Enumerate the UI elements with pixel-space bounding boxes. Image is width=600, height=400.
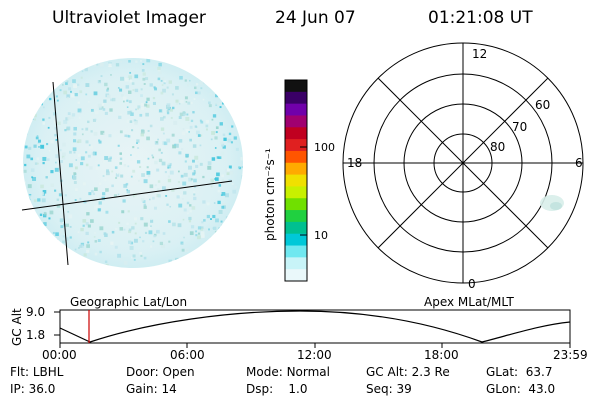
status-gc-alt: GC Alt: 2.3 Re	[366, 365, 450, 379]
timeline-xtick-label-0600: 06:00	[170, 348, 205, 362]
colorbar-segment	[285, 127, 307, 140]
colorbar-label-10: 10	[314, 229, 328, 242]
colorbar-segment	[285, 257, 307, 270]
colorbar-segment	[285, 233, 307, 247]
polar-diagonal-2	[377, 77, 549, 249]
mlat-label-60: 60	[535, 98, 551, 112]
status-seq: Seq: 39	[366, 382, 412, 396]
timeline-left-title: Geographic Lat/Lon	[70, 295, 188, 309]
mlt-label-0: 0	[468, 277, 476, 291]
timeline-ytick-label-1.8: 1.8	[26, 328, 46, 342]
colorbar-segment	[285, 245, 307, 258]
timeline-frame	[59, 309, 571, 344]
timeline-right-title: Apex MLat/MLT	[424, 295, 514, 309]
colorbar-segment	[285, 150, 307, 164]
status-flt: Flt: LBHL	[10, 365, 64, 379]
colorbar-segment	[285, 115, 307, 128]
timeline-xtick-label-2359: 23:59	[553, 348, 588, 362]
time-label: 01:21:08 UT	[428, 8, 533, 28]
status-door: Door: Open	[126, 365, 195, 379]
colorbar-segment	[285, 269, 307, 282]
colorbar-segment	[285, 186, 307, 199]
status-glon: GLon: 43.0	[486, 382, 556, 396]
mlat-label-70: 70	[512, 120, 528, 134]
mlat-label-80: 80	[490, 140, 506, 154]
colorbar-segment	[285, 198, 307, 211]
mlt-label-6: 6	[575, 156, 583, 170]
colorbar-segment	[285, 139, 307, 152]
status-gain: Gain: 14	[126, 382, 177, 396]
mlt-label-18: 18	[347, 156, 363, 170]
colorbar	[285, 80, 307, 282]
timeline-xticks	[59, 343, 571, 348]
status-mode: Mode: Normal	[246, 365, 330, 379]
geo-meridian-line	[52, 81, 69, 266]
colorbar-segment	[285, 221, 307, 235]
instrument-title: Ultraviolet Imager	[52, 8, 206, 28]
status-glat: GLat: 63.7	[486, 365, 553, 379]
status-dsp: Dsp: 1.0	[246, 382, 308, 396]
timeline-xtick-label-1800: 18:00	[424, 348, 459, 362]
altitude-curve	[59, 310, 571, 343]
timeline-axis-label: GC Alt	[10, 308, 24, 346]
colorbar-segment	[285, 103, 307, 116]
colorbar-segment	[285, 210, 307, 223]
colorbar-segment	[285, 162, 307, 176]
polar-grid	[342, 42, 584, 284]
colorbar-segment	[285, 80, 307, 93]
colorbar-segment	[285, 91, 307, 105]
colorbar-segment	[285, 174, 307, 187]
geo-parallel-line	[21, 180, 233, 211]
mlt-label-12: 12	[472, 47, 488, 61]
earth-disk-image	[21, 58, 243, 268]
polar-emission-patch	[540, 195, 564, 211]
date-label: 24 Jun 07	[275, 8, 356, 28]
timeline-ytick-label-9: 9.0	[26, 305, 46, 319]
timeline-xtick-label-0000: 00:00	[42, 348, 77, 362]
timeline-xtick-label-1200: 12:00	[297, 348, 332, 362]
status-ip: IP: 36.0	[10, 382, 56, 396]
colorbar-label-100: 100	[314, 141, 335, 154]
colorbar-unit-label: photon cm⁻²s⁻¹	[263, 148, 277, 241]
colorbar-frame	[284, 79, 308, 282]
